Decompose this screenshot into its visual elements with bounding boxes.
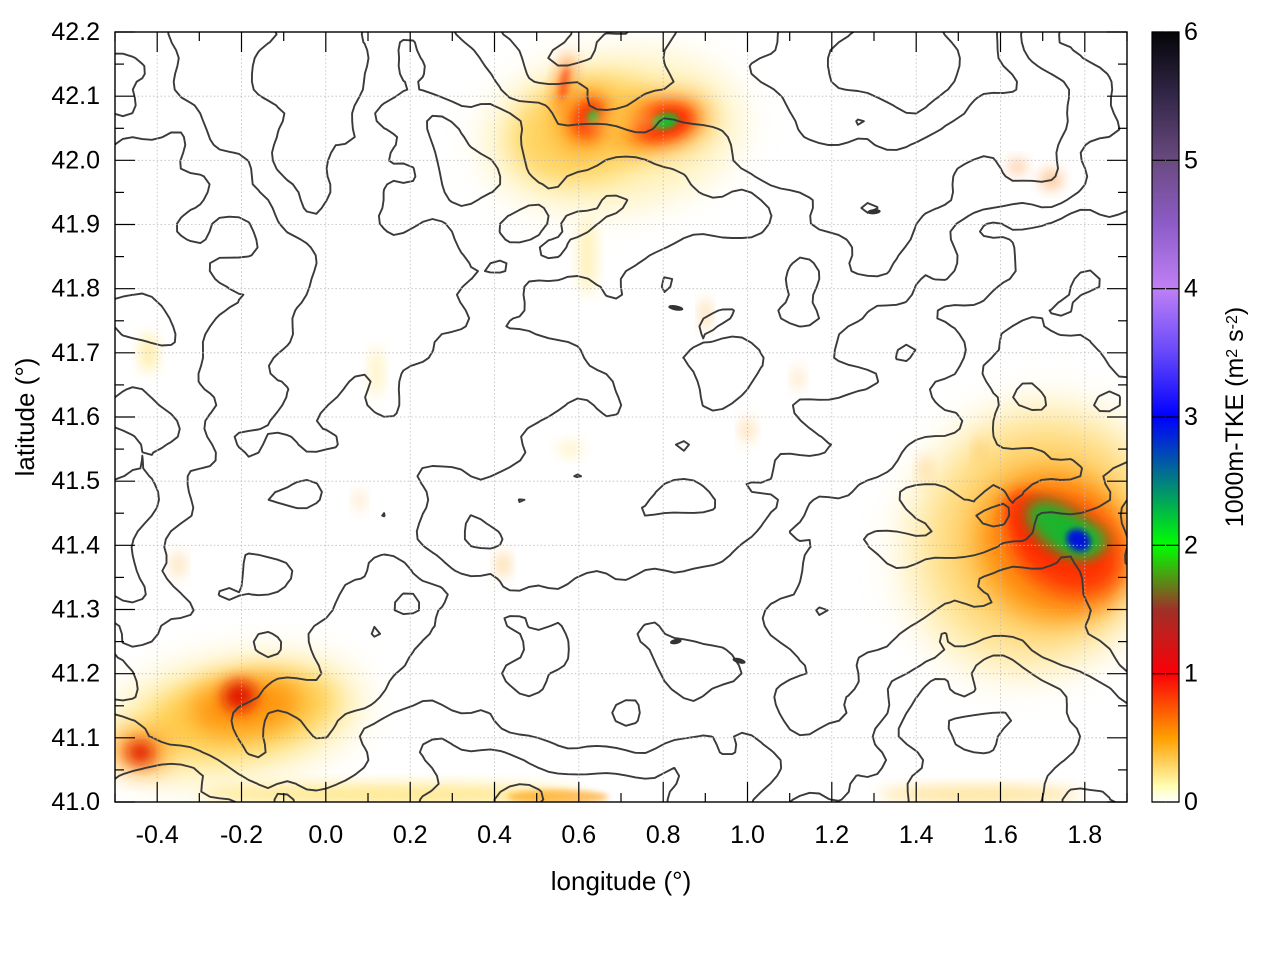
svg-text:41.4: 41.4 (51, 531, 100, 559)
svg-text:41.1: 41.1 (51, 724, 100, 752)
svg-text:3: 3 (1184, 403, 1198, 431)
svg-text:6: 6 (1184, 18, 1198, 46)
svg-text:41.9: 41.9 (51, 211, 100, 239)
svg-text:5: 5 (1184, 146, 1198, 174)
svg-text:0.8: 0.8 (646, 821, 681, 849)
svg-text:0: 0 (1184, 788, 1198, 816)
svg-text:4: 4 (1184, 275, 1198, 303)
svg-text:latitude (°): latitude (°) (10, 358, 40, 477)
svg-text:41.8: 41.8 (51, 275, 100, 303)
svg-text:1: 1 (1184, 660, 1198, 688)
svg-text:1000m-TKE (m2 s-2): 1000m-TKE (m2 s-2) (1221, 307, 1249, 527)
svg-text:42.1: 42.1 (51, 82, 100, 110)
svg-text:1.0: 1.0 (730, 821, 765, 849)
svg-text:2: 2 (1184, 531, 1198, 559)
svg-text:longitude (°): longitude (°) (551, 866, 691, 896)
svg-text:41.2: 41.2 (51, 660, 100, 688)
svg-text:0.6: 0.6 (561, 821, 596, 849)
svg-text:41.5: 41.5 (51, 467, 100, 495)
svg-text:1.4: 1.4 (899, 821, 934, 849)
svg-text:-0.2: -0.2 (220, 821, 263, 849)
svg-text:0.2: 0.2 (393, 821, 428, 849)
svg-text:1.6: 1.6 (983, 821, 1018, 849)
svg-text:1.8: 1.8 (1067, 821, 1102, 849)
svg-text:0.0: 0.0 (308, 821, 343, 849)
svg-text:41.3: 41.3 (51, 596, 100, 624)
svg-text:0.4: 0.4 (477, 821, 512, 849)
svg-text:41.6: 41.6 (51, 403, 100, 431)
svg-text:1.2: 1.2 (814, 821, 849, 849)
svg-text:42.0: 42.0 (51, 146, 100, 174)
svg-text:41.0: 41.0 (51, 788, 100, 816)
svg-text:41.7: 41.7 (51, 339, 100, 367)
svg-text:-0.4: -0.4 (136, 821, 179, 849)
svg-text:42.2: 42.2 (51, 18, 100, 46)
